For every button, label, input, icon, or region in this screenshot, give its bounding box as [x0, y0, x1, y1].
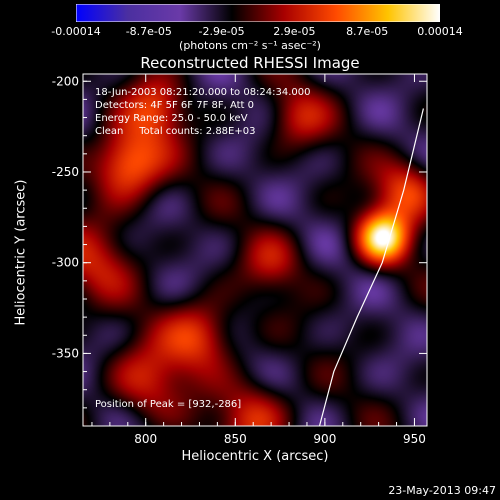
- chart-title: Reconstructed RHESSI Image: [140, 54, 360, 72]
- x-tick-label: 800: [134, 432, 157, 446]
- y-tick-label: -250: [52, 165, 79, 179]
- colorbar-tick-label: 0.00014: [417, 25, 463, 38]
- y-tick-label: -350: [52, 346, 79, 360]
- annotation-time-range: 18-Jun-2003 08:21:20.000 to 08:24:34.000: [95, 87, 311, 98]
- x-tick-label: 950: [403, 432, 426, 446]
- x-axis-title: Heliocentric X (arcsec): [181, 449, 329, 464]
- x-tick-label: 850: [224, 432, 247, 446]
- colorbar: [76, 4, 440, 22]
- y-tick-label: -200: [52, 74, 79, 88]
- y-tick-label: -300: [52, 256, 79, 270]
- annotation-energy-range: Energy Range: 25.0 - 50.0 keV: [95, 113, 248, 124]
- colorbar-tick-label: -0.00014: [51, 25, 101, 38]
- heatmap-image: [83, 74, 427, 426]
- colorbar-tick-label: 2.9e-05: [273, 25, 316, 38]
- x-tick-label: 900: [313, 432, 336, 446]
- annotation-detectors: Detectors: 4F 5F 6F 7F 8F, Att 0: [95, 100, 255, 111]
- colorbar-tick-label: -2.9e-05: [198, 25, 245, 38]
- plot-frame: [82, 73, 428, 427]
- timestamp: 23-May-2013 09:47: [388, 484, 496, 497]
- annotation-peak-position: Position of Peak = [932,-286]: [95, 399, 242, 410]
- colorbar-units-label: (photons cm⁻² s⁻¹ asec⁻²): [179, 39, 321, 52]
- y-axis-title: Heliocentric Y (arcsec): [13, 179, 29, 326]
- annotation-clean-counts: Clean Total counts: 2.88E+03: [95, 126, 256, 137]
- solar-limb-curve: [318, 108, 424, 427]
- colorbar-tick-label: 8.7e-05: [346, 25, 389, 38]
- colorbar-tick-label: -8.7e-05: [125, 25, 172, 38]
